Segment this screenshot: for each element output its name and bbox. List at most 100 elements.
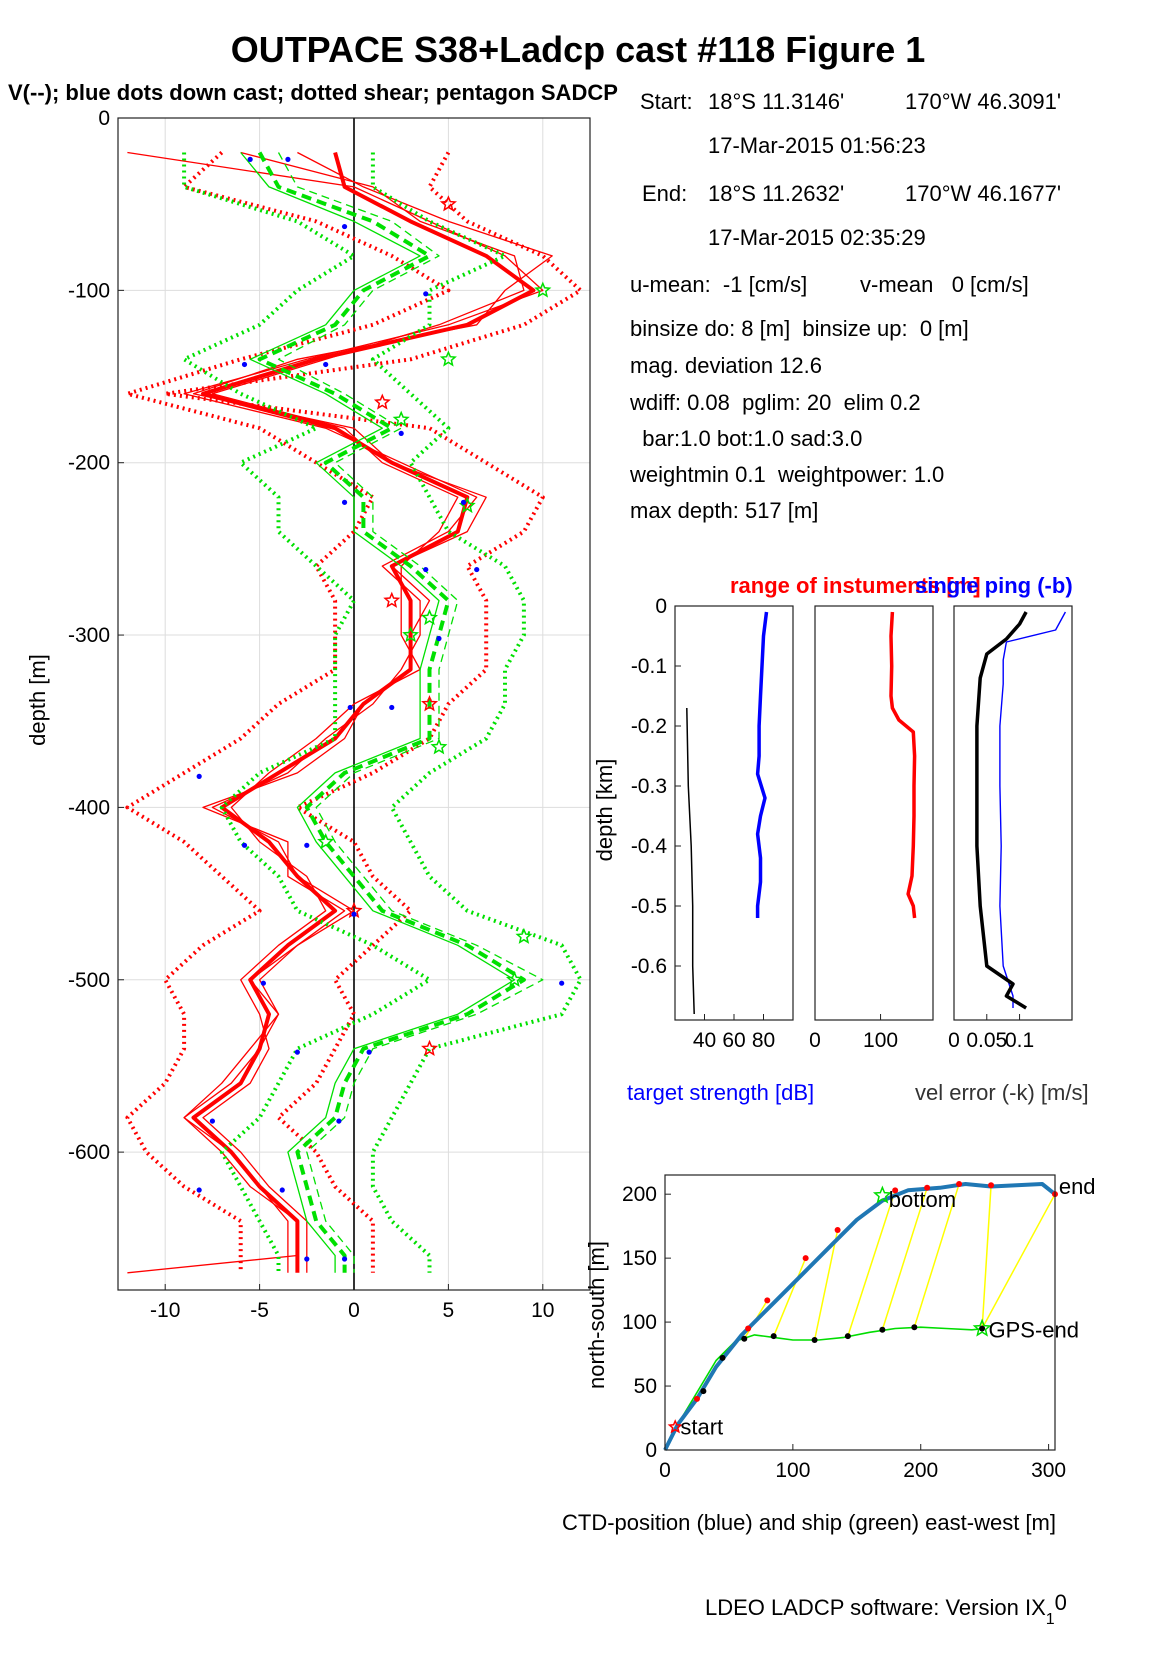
sadcp-star [383,591,401,608]
velerr-xtick-label: 0 [948,1029,960,1052]
profile-ytick-label: 0 [98,107,110,130]
info-start-lon: 170°W 46.3091' [905,89,1062,114]
profile-series-7 [277,152,544,1273]
position-xtick-label: 200 [903,1459,938,1482]
range-xtick-label: 100 [863,1029,898,1052]
info-end-lat: 18°S 11.2632' [708,181,845,206]
info-v-mean: v-mean 0 [cm/s] [860,272,1029,297]
profile-ylabel: depth [m] [25,654,50,746]
info-start-time: 17-Mar-2015 01:56:23 [708,133,926,158]
sadcp-star [402,626,420,643]
velerr-black-line [975,611,1028,1010]
downcast-dot [436,635,442,642]
downcast-dot [196,773,202,779]
target-black-line [686,707,695,1015]
target-ytick-label: -0.4 [631,835,668,858]
target-ytick-label: -0.3 [631,775,667,798]
sadcp-star [439,350,457,367]
downcast-dot [341,223,348,230]
figure-title: OUTPACE S38+Ladcp cast #118 Figure 1 [231,29,926,70]
ship-dot [911,1324,918,1331]
ship-dot [770,1333,777,1340]
ctd-track-line [663,1182,1057,1451]
profile-ytick-label: -100 [68,279,110,302]
velerr-xlabel: vel error (-k) [m/s] [915,1080,1089,1105]
downcast-dot [260,980,266,986]
target-ytick-label: -0.5 [631,895,667,918]
ctd-dot [892,1187,899,1194]
ctd-dot [745,1325,752,1332]
target-axes [674,605,794,1021]
target-ytick-label: -0.2 [631,715,667,738]
target-xtick-label: 80 [752,1029,775,1052]
info-binsize: binsize do: 8 [m] binsize up: 0 [m] [630,316,969,341]
velerr-axes [953,605,1073,1021]
target-blue-line [755,611,769,918]
info-u-mean: u-mean: -1 [cm/s] [630,272,808,297]
profile-series-6 [257,151,526,1273]
info-end-time: 17-Mar-2015 02:35:29 [708,225,926,250]
ship-dot [700,1388,707,1395]
downcast-dot [389,704,395,711]
downcast-dot [196,1187,202,1193]
position-xlabel: CTD-position (blue) and ship (green) eas… [562,1510,1056,1535]
position-link-line [913,1183,960,1328]
info-magdev: mag. deviation 12.6 [630,353,823,378]
downcast-dot [341,499,348,505]
start-label: start [680,1415,723,1440]
ship-track-line [664,1326,985,1451]
target-ytick-label: -0.6 [631,955,667,978]
sadcp-star [421,608,439,626]
downcast-dot [241,361,248,368]
downcast-dot [336,1118,342,1124]
profile-ytick-label: -600 [68,1141,110,1164]
sadcp-star [430,738,448,755]
info-bar: bar:1.0 bot:1.0 sad:3.0 [630,426,863,451]
position-axes [664,1174,1056,1451]
profile-xtick-label: 0 [348,1299,360,1322]
sadcp-star [505,970,523,987]
downcast-dot [247,156,253,162]
profile-xtick-label: 10 [531,1299,554,1322]
ctd-dot [802,1255,809,1262]
range-axes [814,605,934,1021]
profile-series-8 [240,152,516,1273]
downcast-dot [474,566,480,573]
profile-plot-area [125,151,583,1274]
downcast-dot [294,1049,300,1055]
position-xtick-label: 0 [659,1459,671,1482]
position-link-line [981,1185,992,1329]
position-chart: 0 100 200 300 0 50 100 150 200 start bottom end GPS-… [622,1174,1096,1482]
position-ytick-label: 100 [622,1311,657,1334]
profile-ytick-label: -200 [68,452,110,475]
range-xtick-label: 0 [809,1029,821,1052]
target-ylabel: depth [km] [592,759,617,862]
downcast-dot [423,291,429,297]
sadcp-star [515,927,533,944]
downcast-dot [351,911,357,917]
position-link-line [981,1193,1056,1329]
bottom-marker [872,1185,892,1204]
profile-ytick-label: -500 [68,969,110,992]
ctd-dot [956,1180,963,1187]
position-link-line [772,1257,807,1337]
downcast-dot [366,1049,372,1055]
profile-ytick-label: -300 [68,624,110,647]
ctd-dot [764,1297,771,1304]
position-ylabel: north-south [m] [584,1241,609,1389]
start-marker [667,1419,683,1434]
downcast-dot [209,1118,215,1124]
info-weight: weightmin 0.1 weightpower: 1.0 [630,462,945,487]
profile-series-5 [125,151,451,1273]
end-label: end [1059,1174,1096,1199]
sadcp-star [421,695,439,712]
info-maxdepth: max depth: 517 [m] [630,498,819,523]
ship-dot [741,1335,748,1342]
ship-dot [979,1325,986,1332]
ctd-dot [693,1395,700,1402]
downcast-dot [241,842,248,848]
position-ytick-label: 150 [622,1247,657,1270]
downcast-dot [279,1187,285,1193]
position-ytick-label: 0 [645,1439,657,1462]
info-start-label: Start: [640,89,693,114]
